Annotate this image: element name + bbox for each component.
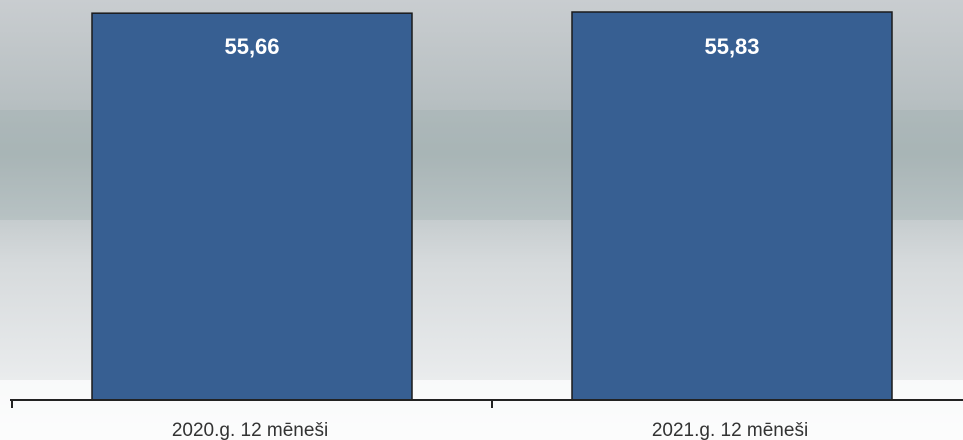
bar [92,13,412,400]
page: 2020.g. 12 mēneši 55,66 2021.g. 12 mēneši 5… [0,0,963,440]
chart: 2020.g. 12 mēneši 55,66 2021.g. 12 mēneši 5… [0,0,963,440]
value-label: 55,66 [224,34,279,59]
x-tick-label: 2021.g. 12 mēneši [652,420,808,440]
value-label: 55,83 [704,34,759,59]
bar [572,12,892,400]
x-tick-label: 2020.g. 12 mēneši [172,420,328,440]
